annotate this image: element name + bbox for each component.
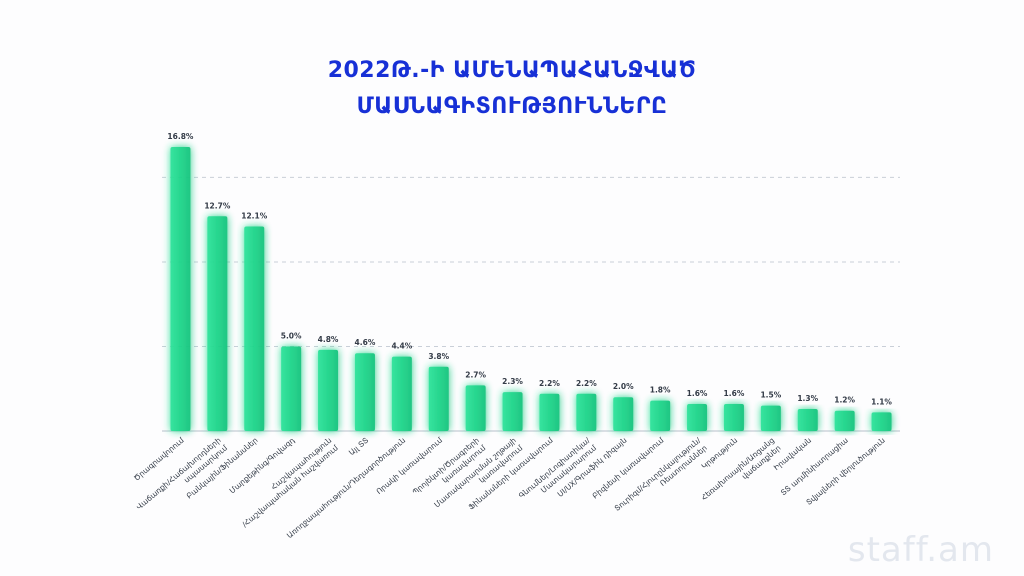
tick-label-line: Հեռախոսային/Առցանց [699,435,776,502]
data-label: 1.6% [724,389,745,398]
bar [170,147,191,431]
bar [207,216,228,431]
bar [428,366,449,431]
chart-title-line-2: ՄԱՍՆԱԳԻՏՈՒԹՅՈՒՆՆԵՐԸ [356,94,668,119]
data-label: 1.8% [650,386,671,395]
data-label: 1.1% [871,397,892,406]
tick-label-line: Այլ ՏՏ [347,436,370,458]
bar [650,400,671,431]
staff-am-watermark: staff.am [847,530,994,570]
data-label: 12.1% [241,211,268,220]
data-label: 2.3% [502,377,523,386]
tick-label: ՏՏ ադմինիստրացիա [779,436,850,498]
data-label: 4.6% [355,338,376,347]
data-label: 16.8% [167,132,194,141]
data-label: 12.7% [204,201,231,210]
data-label: 5.0% [281,331,302,340]
tick-label-line: Տվյալների վերլուծություն [804,435,887,506]
bar [539,393,560,431]
tick-label-line: Գնումներ/Լոգիստիկա/ [517,435,592,500]
data-label: 2.0% [613,382,634,391]
data-label: 2.2% [576,379,597,388]
data-label: 1.2% [834,396,855,405]
bar [760,405,781,431]
data-label: 4.4% [391,342,412,351]
tick-label-line: /Հաշվապահական հաշվառում [240,443,340,529]
bar [687,403,708,431]
bar [354,353,375,431]
bar [281,346,302,431]
tick-label: Հեռախոսային/Առցանցվաճառքներ [699,435,782,509]
data-label: 2.7% [465,370,486,379]
data-label: 1.5% [760,391,781,400]
bar [576,393,597,431]
chart-title-line-1: 2022Թ.-Ի ԱՄԵՆԱՊԱՀԱՆՋՎԱԾ [327,58,697,83]
bar [797,409,818,431]
tick-label: Տուրիզմ/Հյուրընկալություն/Ռեստորաններ [613,435,709,520]
tick-label: Բիզնեսի կառավարում [591,435,666,500]
data-label: 3.8% [428,352,449,361]
bar [318,349,339,431]
tick-label-line: ՏՏ ադմինիստրացիա [779,436,850,498]
tick-label-line: Բիզնեսի կառավարում [591,435,666,500]
tick-label-line: Պրոյեկտի/Ծրագրերի [411,435,481,496]
tick-label: Տվյալների վերլուծություն [804,435,887,506]
data-label: 1.3% [797,394,818,403]
data-label: 1.6% [687,389,708,398]
tick-label: Այլ ՏՏ [347,436,370,458]
bar [834,410,855,431]
bar [465,385,486,431]
bar [871,412,892,431]
tick-label: Որակի կառավարում [374,435,444,496]
tick-label-line: Որակի կառավարում [374,435,444,496]
data-label: 2.2% [539,379,560,388]
data-label: 4.8% [318,335,339,344]
bar [723,403,744,431]
bar [391,356,412,431]
bar [244,226,265,431]
bar [613,397,634,431]
bar [502,392,523,431]
